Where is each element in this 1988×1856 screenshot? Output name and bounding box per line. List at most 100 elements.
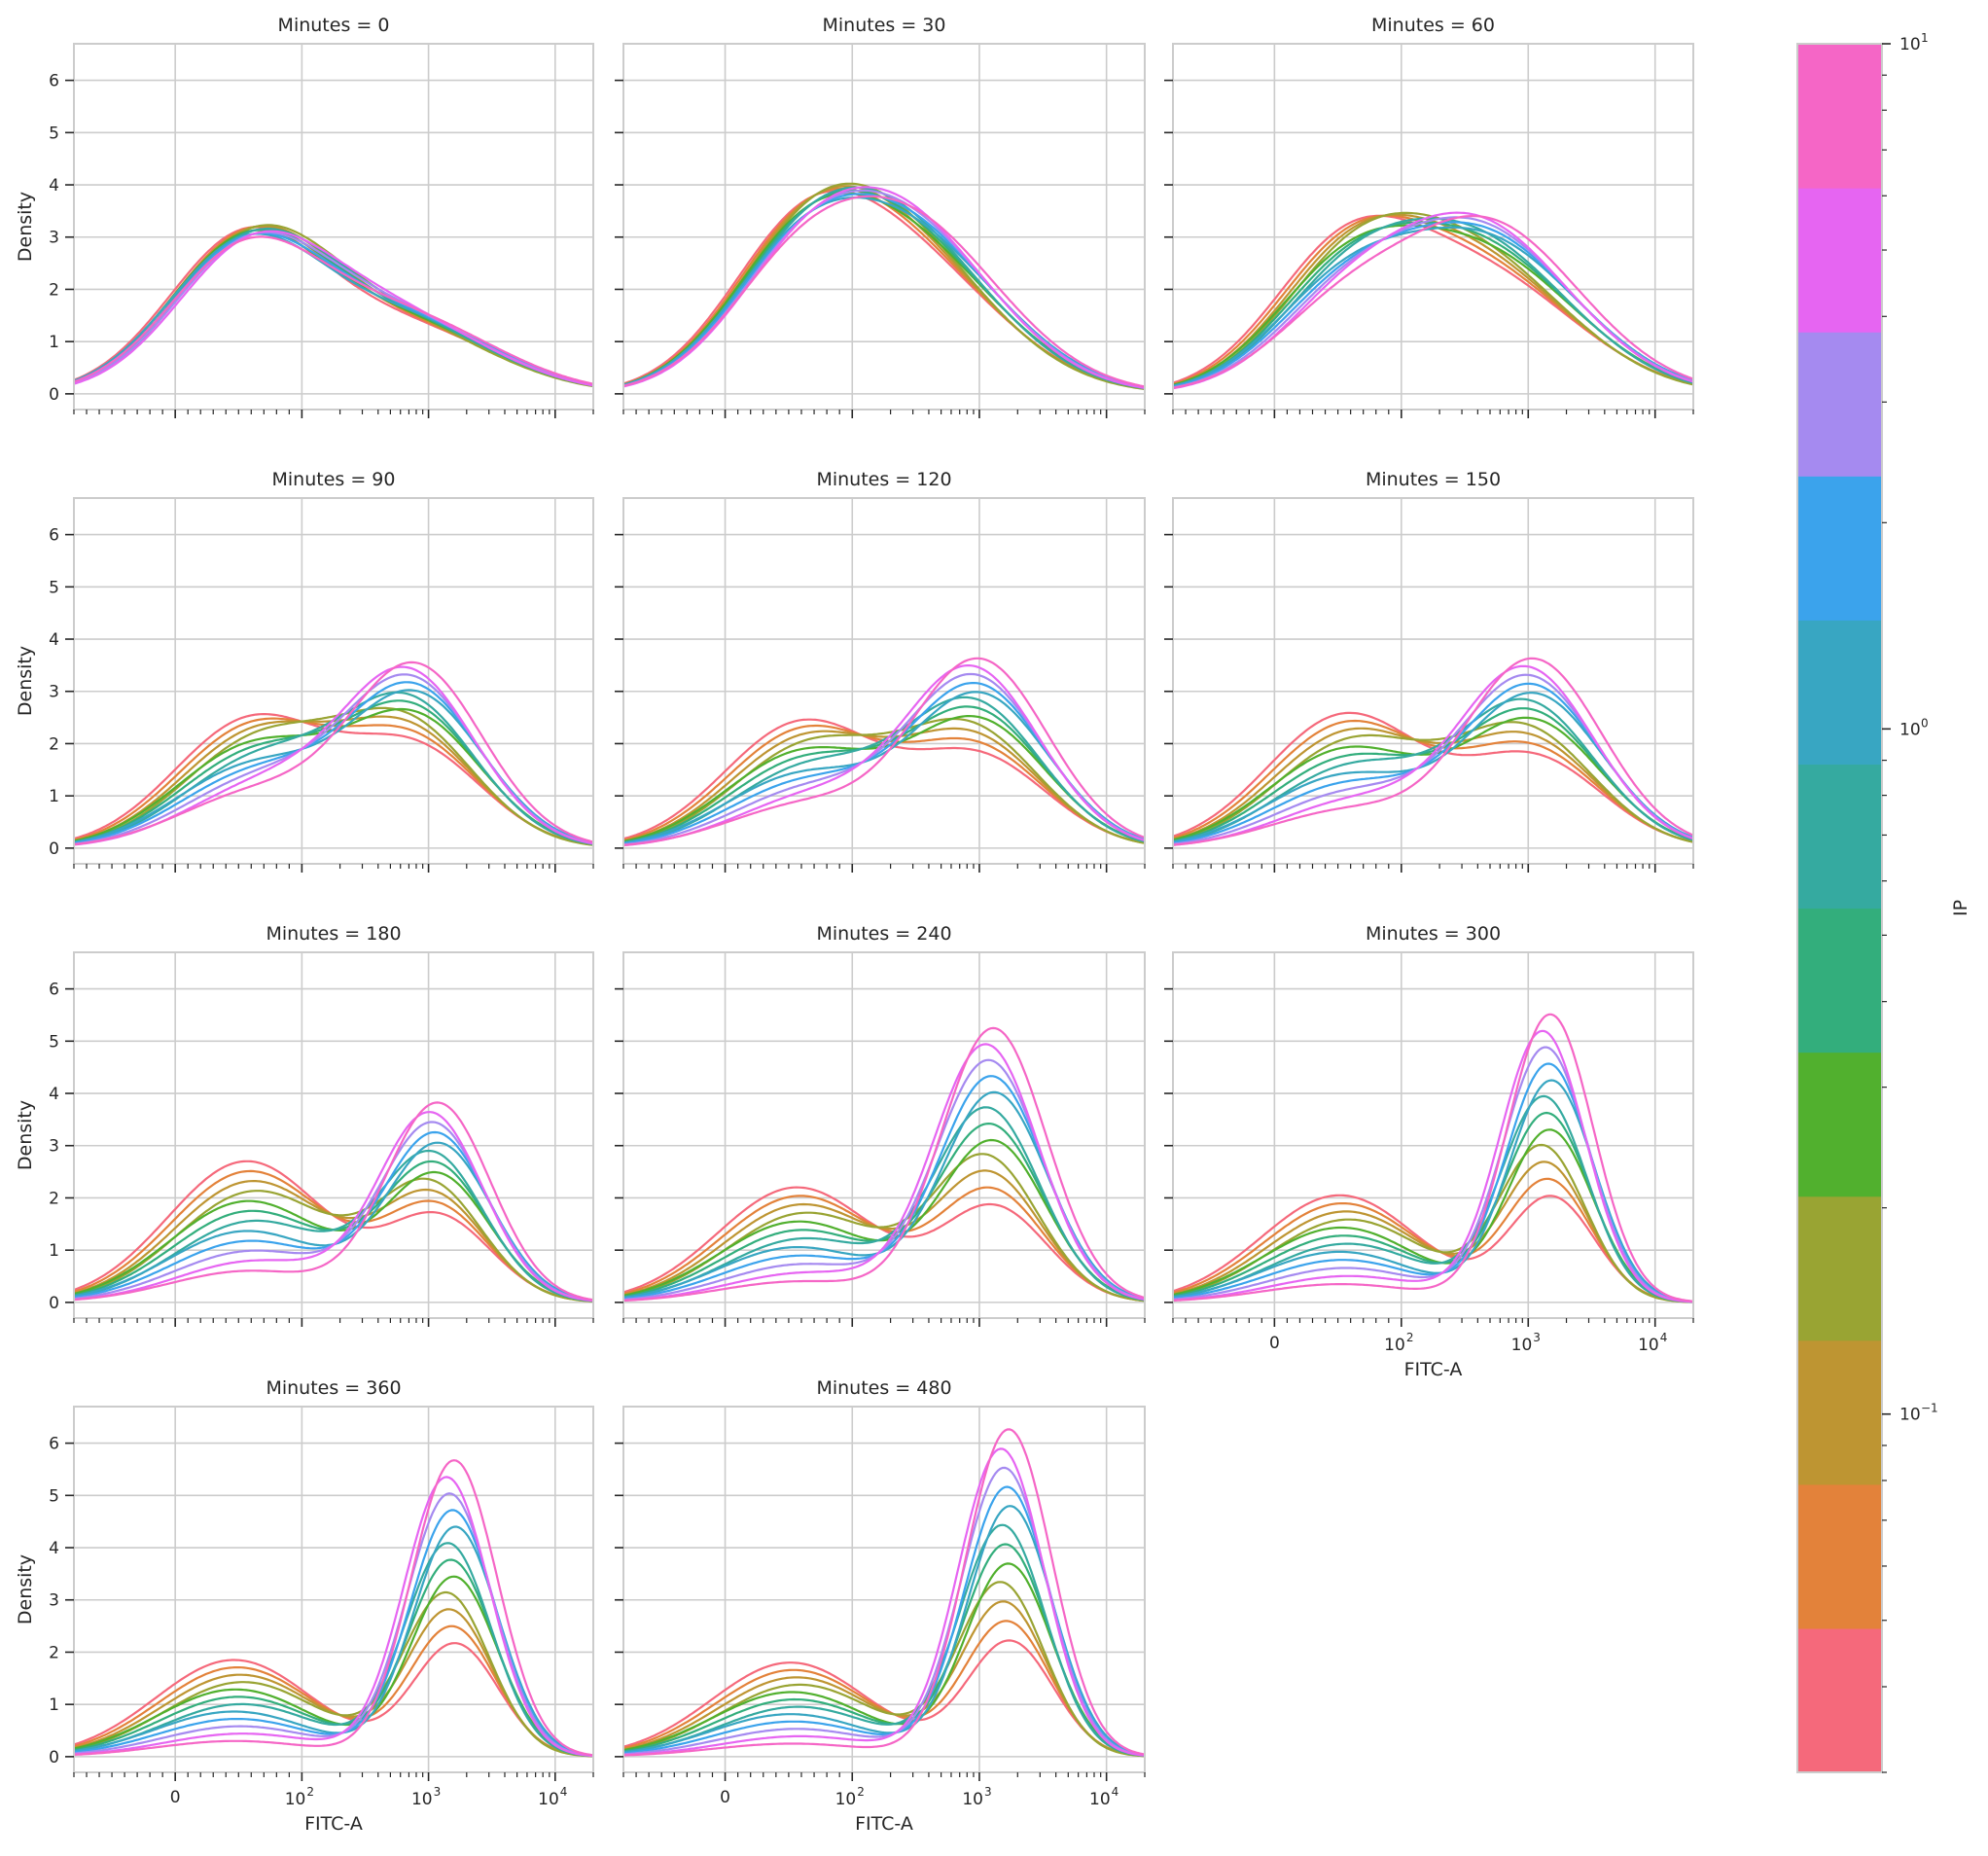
density-curves	[74, 1101, 593, 1303]
grid-lines	[623, 44, 1145, 410]
facet-title: Minutes = 360	[266, 1377, 401, 1399]
facet-title: Minutes = 150	[1366, 469, 1501, 490]
x-tick-label-base: 10	[1638, 1336, 1659, 1355]
density-line	[1173, 214, 1693, 385]
axes-frame	[73, 497, 594, 865]
density-line	[1173, 711, 1693, 843]
density-line	[623, 1153, 1145, 1303]
y-tick-label: 3	[49, 1137, 59, 1157]
density-line	[1173, 1046, 1693, 1303]
y-tick-label: 6	[49, 1435, 59, 1454]
density-line	[1173, 221, 1693, 388]
density-curves	[74, 1459, 593, 1758]
density-line	[74, 1459, 593, 1757]
colorbar-swatch	[1797, 1196, 1882, 1341]
density-line	[74, 689, 593, 844]
colorbar-swatch	[1797, 764, 1882, 910]
density-curves	[1173, 1013, 1693, 1303]
density-line	[623, 1026, 1145, 1303]
density-line	[623, 1169, 1145, 1303]
density-line	[1173, 1029, 1693, 1303]
y-tick-label: 6	[49, 981, 59, 1000]
y-tick-label: 2	[49, 734, 59, 754]
facet-panel: Minutes = 240	[615, 923, 1146, 1327]
density-line	[1173, 664, 1693, 846]
x-axis-label: FITC-A	[304, 1813, 363, 1835]
y-tick-label: 5	[49, 124, 59, 143]
x-tick-label: 0	[170, 1788, 181, 1807]
colorbar-tick-base: 10	[1899, 35, 1921, 54]
x-tick-label: 0	[1269, 1334, 1280, 1353]
colorbar-swatch	[1797, 620, 1882, 766]
facet-title: Minutes = 90	[272, 469, 396, 490]
density-line	[1173, 657, 1693, 846]
density-line	[623, 717, 1145, 844]
colorbar-swatch	[1797, 44, 1882, 189]
axes-frame	[1172, 497, 1694, 865]
axes-frame	[1172, 43, 1694, 410]
density-curves	[623, 657, 1145, 847]
y-tick-label: 3	[49, 229, 59, 248]
density-line	[1173, 721, 1693, 843]
y-tick-label: 0	[49, 1748, 59, 1767]
axes-frame	[622, 43, 1146, 410]
density-line	[74, 1111, 593, 1303]
x-tick-label-base: 10	[1089, 1790, 1111, 1809]
density-line	[623, 1043, 1145, 1302]
axes-frame	[73, 1406, 594, 1773]
density-line	[623, 1581, 1145, 1758]
x-tick-label-base: 10	[835, 1790, 857, 1809]
axes-frame	[73, 43, 594, 410]
density-line	[623, 1186, 1145, 1303]
density-line	[623, 672, 1145, 846]
x-tick-label-base: 10	[285, 1790, 306, 1809]
density-line	[1173, 217, 1693, 388]
density-line	[74, 235, 593, 385]
x-tick-label-exp: 2	[1406, 1331, 1414, 1344]
density-line	[623, 1122, 1145, 1302]
density-line	[74, 681, 593, 844]
density-line	[1173, 211, 1693, 390]
facet-panel: Minutes = 60	[1164, 15, 1694, 418]
y-axis-label: Density	[15, 1554, 36, 1624]
density-curves	[1173, 211, 1693, 390]
y-axis-label: Density	[15, 192, 36, 262]
density-line	[623, 195, 1145, 388]
colorbar-label: IP	[1950, 900, 1971, 916]
density-line	[1173, 716, 1693, 841]
axes-frame	[622, 951, 1146, 1319]
density-line	[74, 1149, 593, 1303]
density-line	[74, 1177, 593, 1303]
y-tick-label: 1	[49, 1241, 59, 1261]
grid-lines	[1173, 44, 1693, 410]
density-line	[74, 227, 593, 387]
y-tick-label: 0	[49, 1294, 59, 1313]
density-line	[623, 657, 1145, 846]
x-tick-label-exp: 2	[857, 1785, 865, 1799]
grid-lines	[74, 952, 593, 1318]
density-line	[74, 660, 593, 846]
density-line	[623, 186, 1145, 389]
density-line	[623, 1620, 1145, 1758]
colorbar-swatch	[1797, 1483, 1882, 1629]
y-tick-label: 4	[49, 176, 59, 196]
axes-frame	[622, 1406, 1146, 1773]
density-line	[74, 1476, 593, 1758]
x-tick-label-base: 10	[1511, 1336, 1533, 1355]
facet-panel: Minutes = 30	[615, 15, 1146, 418]
x-tick-label-base: 10	[962, 1790, 983, 1809]
colorbar-tick-exp: 1	[1921, 31, 1929, 45]
density-curves	[74, 660, 593, 846]
density-line	[623, 1428, 1145, 1757]
colorbar-frame	[1796, 43, 1883, 1773]
density-line	[1173, 226, 1693, 387]
density-curves	[1173, 657, 1693, 846]
y-tick-label: 5	[49, 578, 59, 597]
density-line	[74, 230, 593, 387]
y-tick-label: 4	[49, 1539, 59, 1558]
x-tick-label-exp: 4	[1660, 1331, 1668, 1344]
